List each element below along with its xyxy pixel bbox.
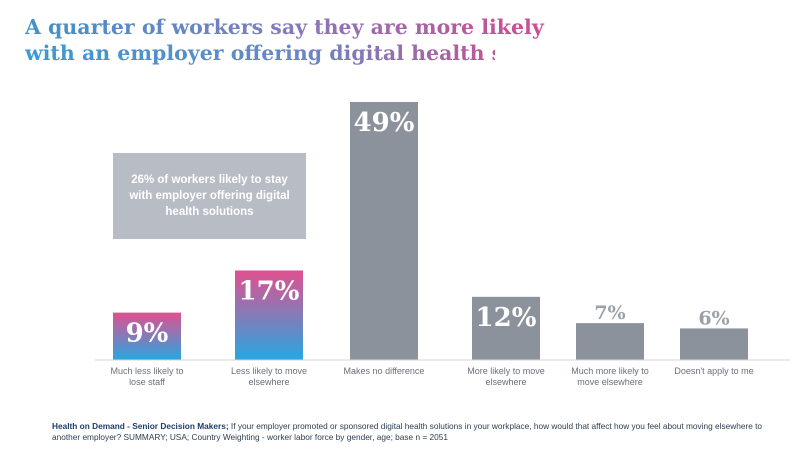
category-label: Less likely to move <box>231 366 307 376</box>
category-label: More likely to move <box>467 366 545 376</box>
bar <box>350 102 418 360</box>
category-label: Doesn't apply to me <box>674 366 753 376</box>
bar-value-label: 9% <box>126 319 169 349</box>
footnote-source: Health on Demand - Senior Decision Maker… <box>52 421 229 431</box>
bar-value-label: 6% <box>698 307 729 329</box>
bar-value-label: 17% <box>239 276 300 306</box>
bar-value-label: 49% <box>354 108 415 138</box>
bar <box>472 296 540 360</box>
bar <box>113 312 181 360</box>
bar-value-label: 12% <box>476 303 537 333</box>
category-label: Much less likely to <box>110 366 183 376</box>
footnote: Health on Demand - Senior Decision Maker… <box>52 421 792 443</box>
category-label: elsewhere <box>485 377 526 387</box>
callout-box: 26% of workers likely to stay with emplo… <box>113 153 306 239</box>
bar <box>680 328 748 360</box>
footnote-text: If your employer promoted or sponsored d… <box>52 421 763 442</box>
category-label: Much more likely to <box>571 366 649 376</box>
chart-title: A quarter of workers say they are more l… <box>25 14 785 66</box>
bar-value-label: 7% <box>594 302 625 324</box>
category-label: elsewhere <box>248 377 289 387</box>
category-label: move elsewhere <box>577 377 643 387</box>
bar <box>576 323 644 360</box>
category-label: lose staff <box>129 377 165 387</box>
bar <box>235 270 303 360</box>
category-label: Makes no difference <box>344 366 425 376</box>
